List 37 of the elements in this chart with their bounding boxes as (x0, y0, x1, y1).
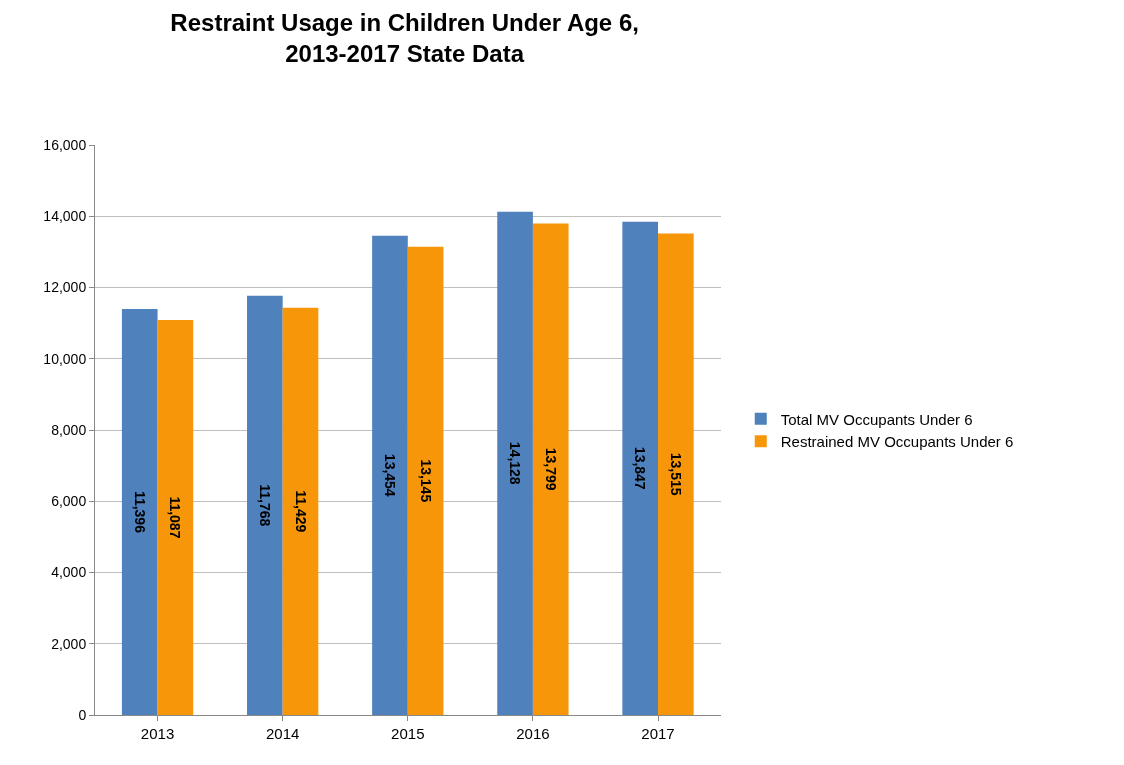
y-tick-label: 14,000 (43, 208, 87, 225)
data-label: 14,128 (507, 441, 524, 485)
x-tick-label: 2013 (140, 725, 175, 742)
bar (407, 246, 444, 715)
bar (282, 307, 319, 715)
y-tick-label: 16,000 (43, 136, 87, 153)
bar (622, 221, 659, 715)
y-tick-label: 0 (78, 706, 87, 723)
legend-label: Restrained MV Occupants Under 6 (780, 433, 1014, 451)
bar (157, 320, 194, 715)
y-tick-label: 12,000 (43, 279, 87, 296)
data-label: 13,847 (632, 446, 649, 490)
y-tick-label: 8,000 (51, 421, 87, 438)
chart-title: Restraint Usage in Children Under Age 6, 2013-2017 State Data (170, 8, 639, 67)
data-label: 13,799 (542, 447, 559, 491)
data-label: 11,087 (167, 496, 184, 539)
data-label: 11,396 (131, 490, 148, 534)
data-label: 11,768 (256, 484, 273, 527)
bar (658, 233, 694, 715)
data-label: 13,145 (417, 459, 434, 503)
x-tick-label: 2014 (265, 725, 300, 742)
bar (121, 309, 158, 715)
bar (532, 223, 569, 715)
data-label: 13,515 (667, 452, 684, 496)
bar (497, 211, 533, 715)
y-tick-label: 6,000 (51, 493, 87, 510)
y-tick-label: 2,000 (51, 635, 87, 652)
bar (372, 235, 408, 715)
data-label: 13,454 (381, 453, 398, 497)
legend-label: Total MV Occupants Under 6 (780, 410, 973, 428)
y-tick-label: 4,000 (51, 564, 87, 581)
y-tick-label: 10,000 (43, 350, 87, 367)
x-tick-label: 2016 (516, 725, 550, 742)
data-label: 11,429 (292, 490, 309, 533)
x-tick-label: 2017 (641, 725, 675, 742)
bar (247, 295, 283, 715)
x-tick-label: 2015 (391, 725, 425, 742)
